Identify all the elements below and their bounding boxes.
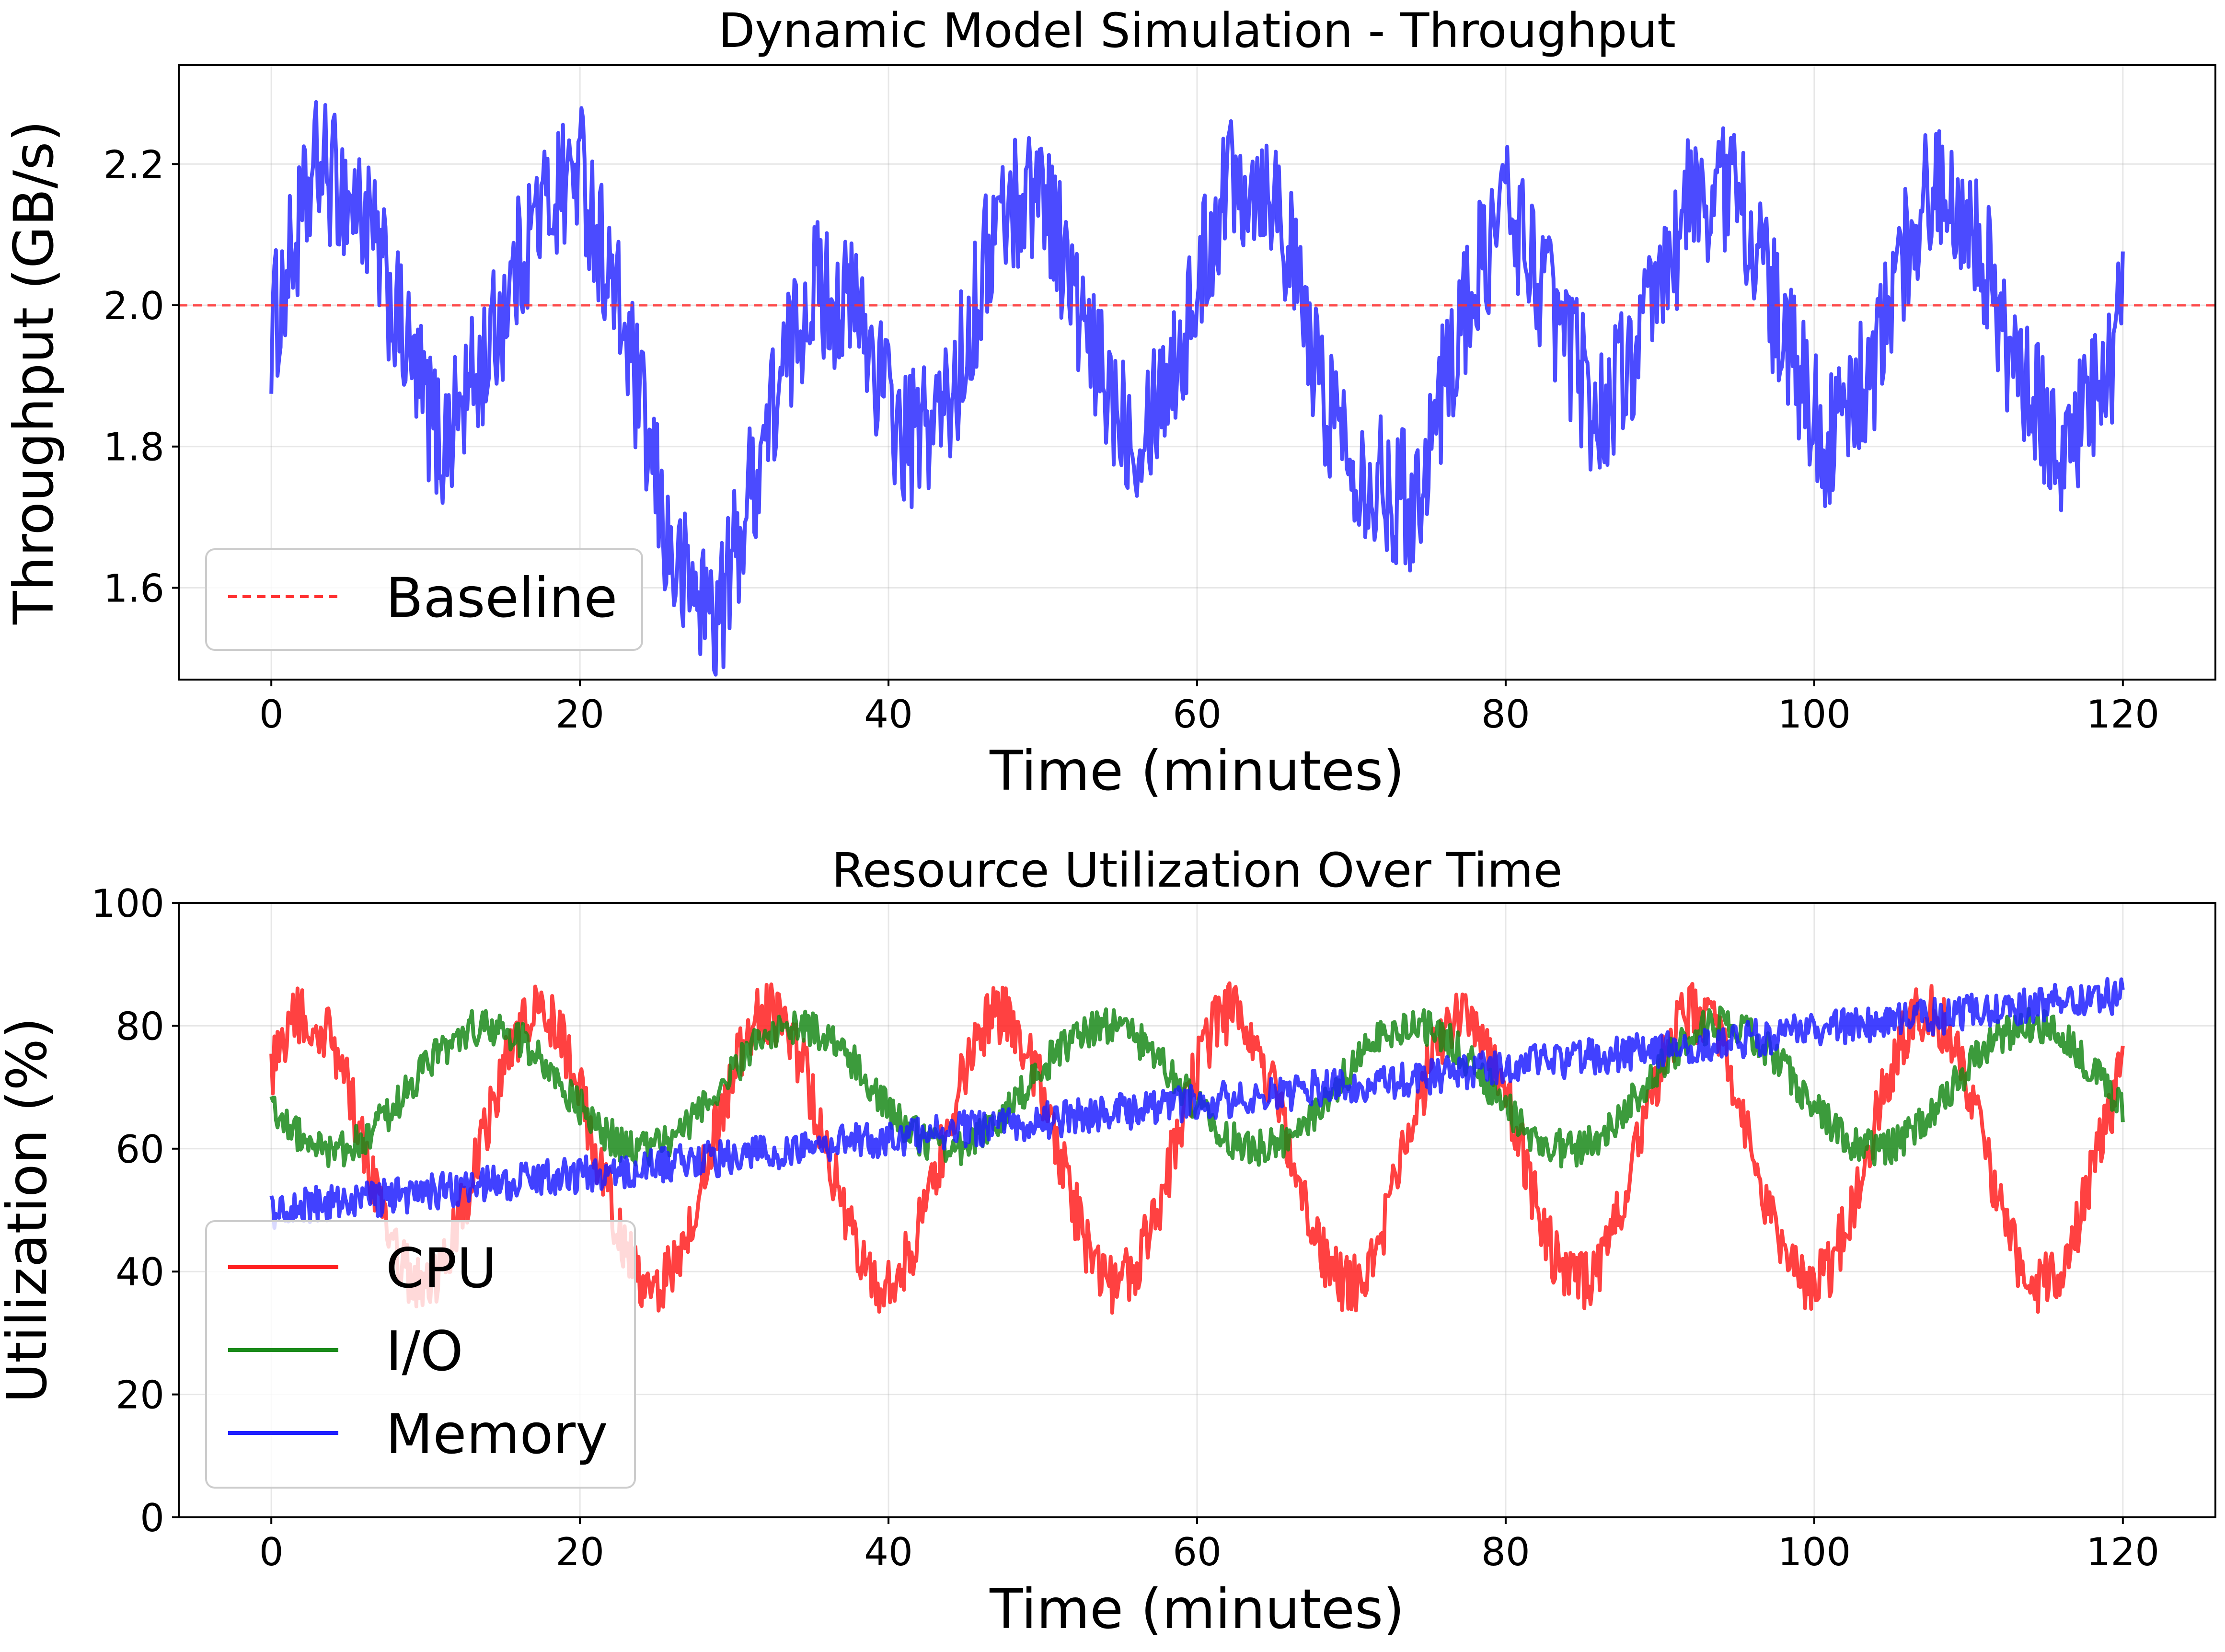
legend-bottom: CPU I/O Memory [205,1220,636,1489]
x-tick-label: 100 [1778,692,1851,737]
y-tick-label: 0 [140,1496,164,1540]
legend-box-bottom [205,1220,636,1489]
y-tick-label: 40 [115,1250,164,1294]
ticks-bottom: 0 20 40 60 80 100 120 0 20 40 60 80 100 [91,881,2159,1574]
x-tick-label: 80 [1481,1530,1530,1574]
y-tick-label: 80 [115,1004,164,1049]
x-tick-label: 40 [864,692,913,737]
ticks-top: 0 20 40 60 80 100 120 1.6 1.8 2.0 2.2 [104,142,2159,737]
chart-title-top: Dynamic Model Simulation - Throughput [718,3,1676,58]
series-line-memory [269,977,2125,1230]
legend-box-top [205,548,643,651]
series-line-throughput [269,100,2125,677]
x-tick-label: 40 [864,1530,913,1574]
legend-label-memory: Memory [386,1402,608,1466]
x-tick-label: 20 [555,692,604,737]
legend-label-baseline: Baseline [386,566,617,630]
y-tick-label: 100 [91,881,164,926]
x-tick-label: 60 [1173,1530,1222,1574]
x-tick-label: 100 [1778,1530,1851,1574]
series-bottom [269,977,2125,1315]
y-tick-label: 1.8 [104,425,164,470]
x-tick-label: 0 [259,692,284,737]
x-tick-label: 120 [2086,692,2159,737]
x-tick-label: 120 [2086,1530,2159,1574]
y-axis-label-top: Throughput (GB/s) [2,120,66,625]
legend-label-io: I/O [386,1319,463,1383]
series-line-i-o [269,1005,2125,1169]
utilization-panel: 0 20 40 60 80 100 120 0 20 40 60 80 100 Resource Uti… [0,843,2216,1641]
legend-top: Baseline [205,548,643,651]
x-tick-label: 60 [1173,692,1222,737]
legend-label-cpu: CPU [386,1236,497,1300]
y-tick-label: 1.6 [104,566,164,611]
x-axis-label-bottom: Time (minutes) [989,1577,1405,1641]
throughput-panel: 0 20 40 60 80 100 120 1.6 1.8 2.0 2.2 Dynamic Mode… [2,3,2216,803]
y-tick-label: 20 [115,1373,164,1418]
x-tick-label: 80 [1481,692,1530,737]
chart-title-bottom: Resource Utilization Over Time [832,843,1563,898]
y-axis-label-bottom: Utilization (%) [0,1017,59,1403]
x-axis-label-top: Time (minutes) [989,739,1405,803]
y-tick-label: 60 [115,1127,164,1172]
y-tick-label: 2.2 [104,142,164,187]
x-tick-label: 0 [259,1530,284,1574]
series-top [179,100,2215,677]
x-tick-label: 20 [555,1530,604,1574]
y-tick-label: 2.0 [104,284,164,328]
